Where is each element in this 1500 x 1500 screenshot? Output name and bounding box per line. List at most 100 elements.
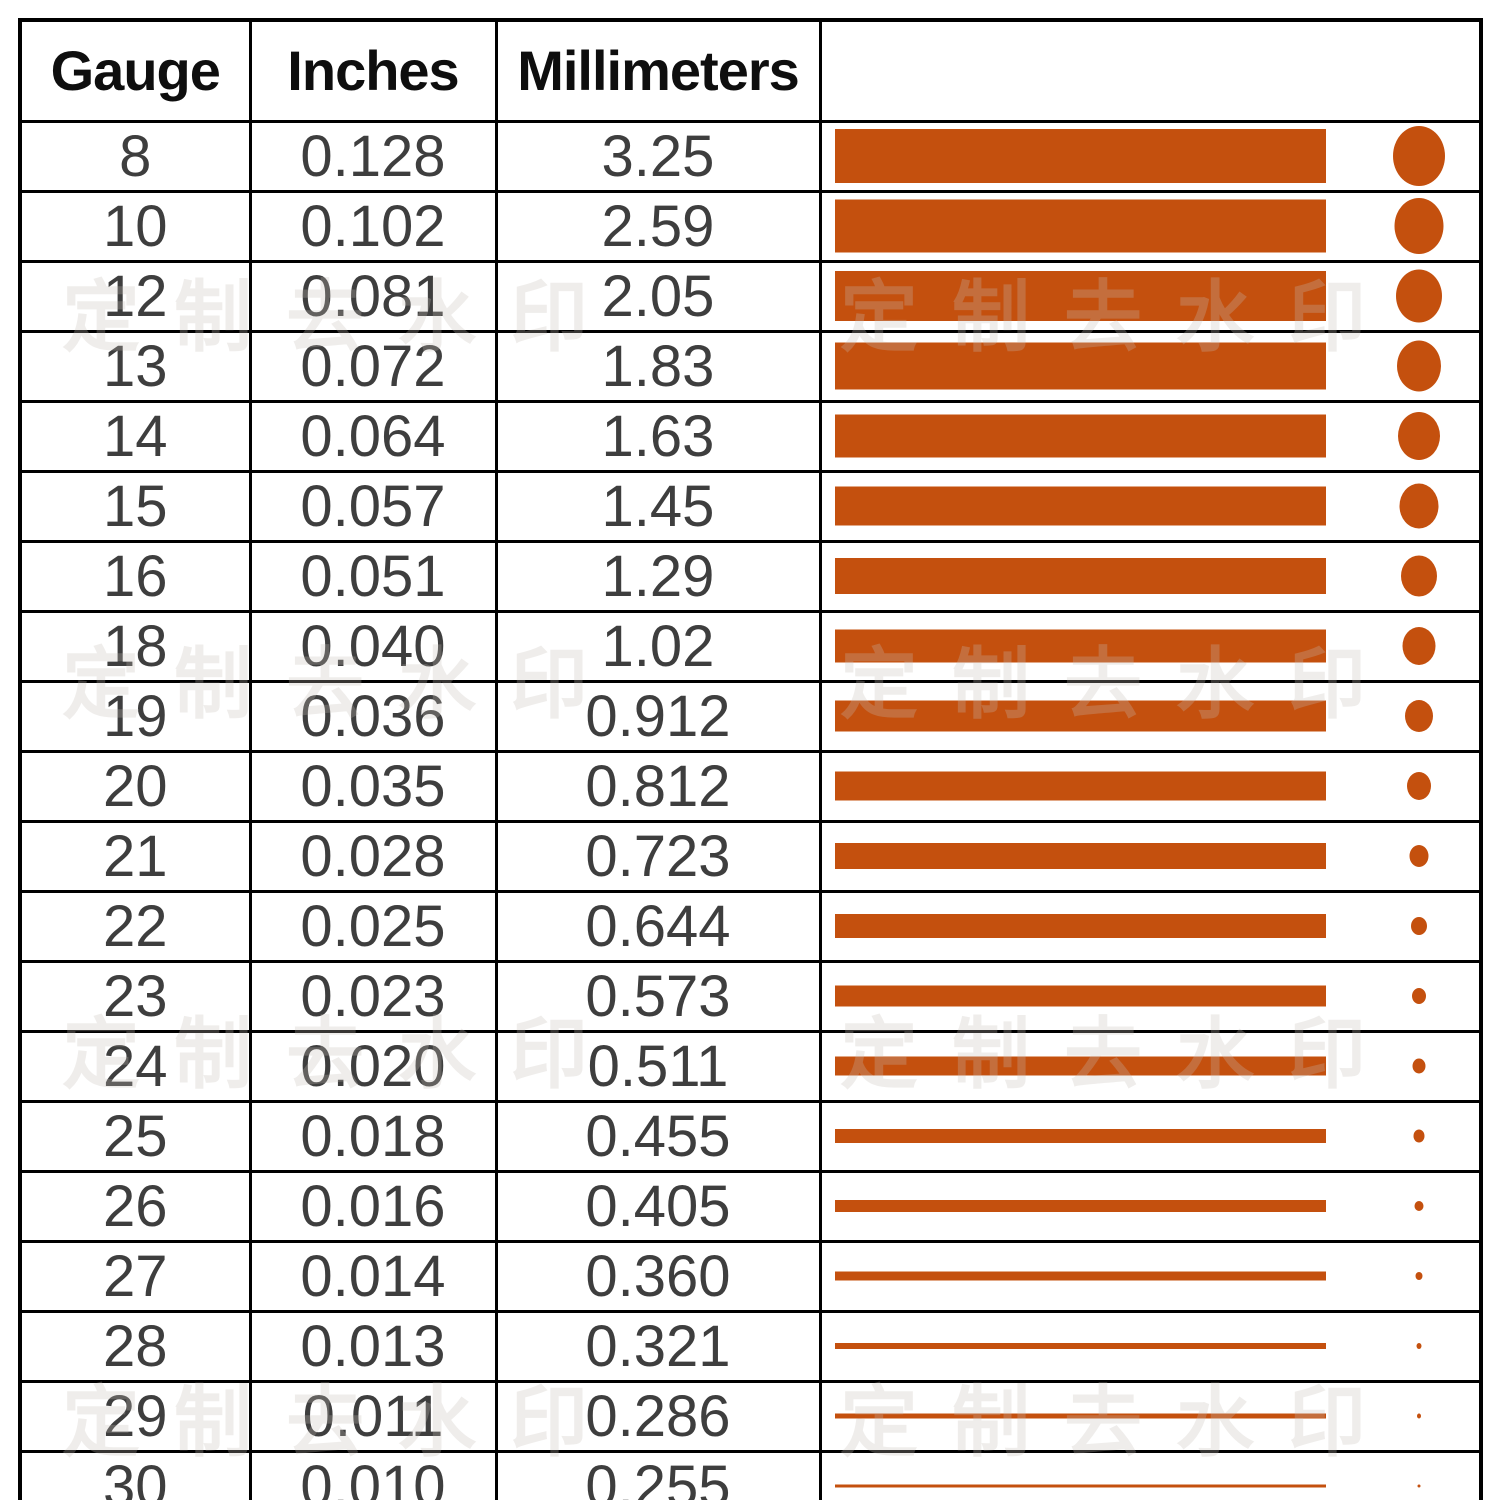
- visual-cell: [818, 1239, 1483, 1313]
- visual-cell: [818, 189, 1483, 263]
- millimeters-cell: 0.455: [494, 1099, 822, 1173]
- wire-thickness-bar: [834, 342, 1326, 390]
- millimeters-cell: 0.511: [494, 1029, 822, 1103]
- inches-cell: 0.081: [248, 259, 498, 333]
- visual-cell: [818, 1029, 1483, 1103]
- wire-cross-section-dot: [1414, 1201, 1423, 1211]
- inches-cell: 0.014: [248, 1239, 498, 1313]
- wire-cross-section-dot: [1415, 1272, 1422, 1280]
- gauge-cell: 28: [18, 1309, 252, 1383]
- millimeters-cell: 0.286: [494, 1379, 822, 1453]
- visual-cell: [818, 1449, 1483, 1500]
- table-row: 19 0.036 0.912: [18, 679, 1483, 753]
- visual-cell: [818, 469, 1483, 543]
- millimeters-cell: 1.29: [494, 539, 822, 613]
- gauge-cell: 20: [18, 749, 252, 823]
- millimeters-cell: 1.45: [494, 469, 822, 543]
- inches-cell: 0.010: [248, 1449, 498, 1500]
- visual-cell: [818, 959, 1483, 1033]
- inches-cell: 0.128: [248, 119, 498, 193]
- table-row: 12 0.081 2.05: [18, 259, 1483, 333]
- inches-cell: 0.036: [248, 679, 498, 753]
- gauge-cell: 30: [18, 1449, 252, 1500]
- wire-thickness-bar: [834, 486, 1326, 526]
- visual-cell: [818, 749, 1483, 823]
- table-row: 20 0.035 0.812: [18, 749, 1483, 823]
- table-row: 22 0.025 0.644: [18, 889, 1483, 963]
- wire-cross-section-dot: [1400, 555, 1437, 597]
- inches-cell: 0.102: [248, 189, 498, 263]
- gauge-cell: 24: [18, 1029, 252, 1103]
- millimeters-cell: 2.05: [494, 259, 822, 333]
- table-row: 28 0.013 0.321: [18, 1309, 1483, 1383]
- gauge-cell: 25: [18, 1099, 252, 1173]
- gauge-cell: 19: [18, 679, 252, 753]
- wire-cross-section-dot: [1417, 1484, 1420, 1488]
- gauge-cell: 27: [18, 1239, 252, 1313]
- table-row: 26 0.016 0.405: [18, 1169, 1483, 1243]
- wire-cross-section-dot: [1413, 1129, 1424, 1143]
- wire-thickness-bar: [834, 129, 1326, 183]
- table-row: 18 0.040 1.02: [18, 609, 1483, 683]
- inches-cell: 0.072: [248, 329, 498, 403]
- inches-cell: 0.035: [248, 749, 498, 823]
- visual-cell: [818, 609, 1483, 683]
- inches-cell: 0.013: [248, 1309, 498, 1383]
- gauge-cell: 22: [18, 889, 252, 963]
- visual-cell: [818, 399, 1483, 473]
- wire-thickness-bar: [834, 1056, 1326, 1076]
- wire-cross-section-dot: [1411, 988, 1426, 1004]
- millimeters-cell: 1.83: [494, 329, 822, 403]
- millimeters-cell: 0.405: [494, 1169, 822, 1243]
- wire-cross-section-dot: [1392, 126, 1445, 186]
- wire-thickness-bar: [834, 629, 1326, 663]
- gauge-cell: 8: [18, 119, 252, 193]
- inches-cell: 0.028: [248, 819, 498, 893]
- visual-cell: [818, 679, 1483, 753]
- wire-thickness-bar: [834, 771, 1326, 801]
- inches-cell: 0.023: [248, 959, 498, 1033]
- wire-thickness-bar: [834, 558, 1326, 594]
- gauge-cell: 14: [18, 399, 252, 473]
- gauge-cell: 13: [18, 329, 252, 403]
- wire-cross-section-dot: [1416, 1413, 1421, 1419]
- millimeters-cell: 0.644: [494, 889, 822, 963]
- inches-cell: 0.011: [248, 1379, 498, 1453]
- table-row: 25 0.018 0.455: [18, 1099, 1483, 1173]
- millimeters-cell: 0.723: [494, 819, 822, 893]
- wire-cross-section-dot: [1409, 845, 1428, 867]
- wire-thickness-bar: [834, 1343, 1326, 1349]
- gauge-cell: 23: [18, 959, 252, 1033]
- wire-cross-section-dot: [1399, 483, 1438, 529]
- millimeters-cell: 0.255: [494, 1449, 822, 1500]
- wire-thickness-bar: [834, 700, 1326, 732]
- millimeters-cell: 2.59: [494, 189, 822, 263]
- gauge-cell: 10: [18, 189, 252, 263]
- gauge-cell: 21: [18, 819, 252, 893]
- wire-cross-section-dot: [1394, 198, 1443, 254]
- inches-cell: 0.025: [248, 889, 498, 963]
- gauge-cell: 16: [18, 539, 252, 613]
- table-row: 29 0.011 0.286: [18, 1379, 1483, 1453]
- wire-cross-section-dot: [1395, 269, 1442, 323]
- inches-cell: 0.040: [248, 609, 498, 683]
- col-header-visual: [818, 18, 1483, 123]
- inches-cell: 0.057: [248, 469, 498, 543]
- col-header-inches: Inches: [248, 18, 498, 123]
- table-row: 21 0.028 0.723: [18, 819, 1483, 893]
- table-row: 27 0.014 0.360: [18, 1239, 1483, 1313]
- gauge-table: Gauge Inches Millimeters 8 0.128 3.25 10 0.1…: [18, 18, 1483, 1500]
- wire-thickness-bar: [834, 914, 1326, 938]
- wire-thickness-bar: [834, 271, 1326, 321]
- table-row: 30 0.010 0.255: [18, 1449, 1483, 1500]
- header-row: Gauge Inches Millimeters: [18, 18, 1483, 123]
- millimeters-cell: 1.63: [494, 399, 822, 473]
- wire-thickness-bar: [834, 1200, 1326, 1212]
- visual-cell: [818, 329, 1483, 403]
- col-header-millimeters: Millimeters: [494, 18, 822, 123]
- wire-thickness-bar: [834, 199, 1326, 253]
- inches-cell: 0.064: [248, 399, 498, 473]
- visual-cell: [818, 889, 1483, 963]
- table-row: 23 0.023 0.573: [18, 959, 1483, 1033]
